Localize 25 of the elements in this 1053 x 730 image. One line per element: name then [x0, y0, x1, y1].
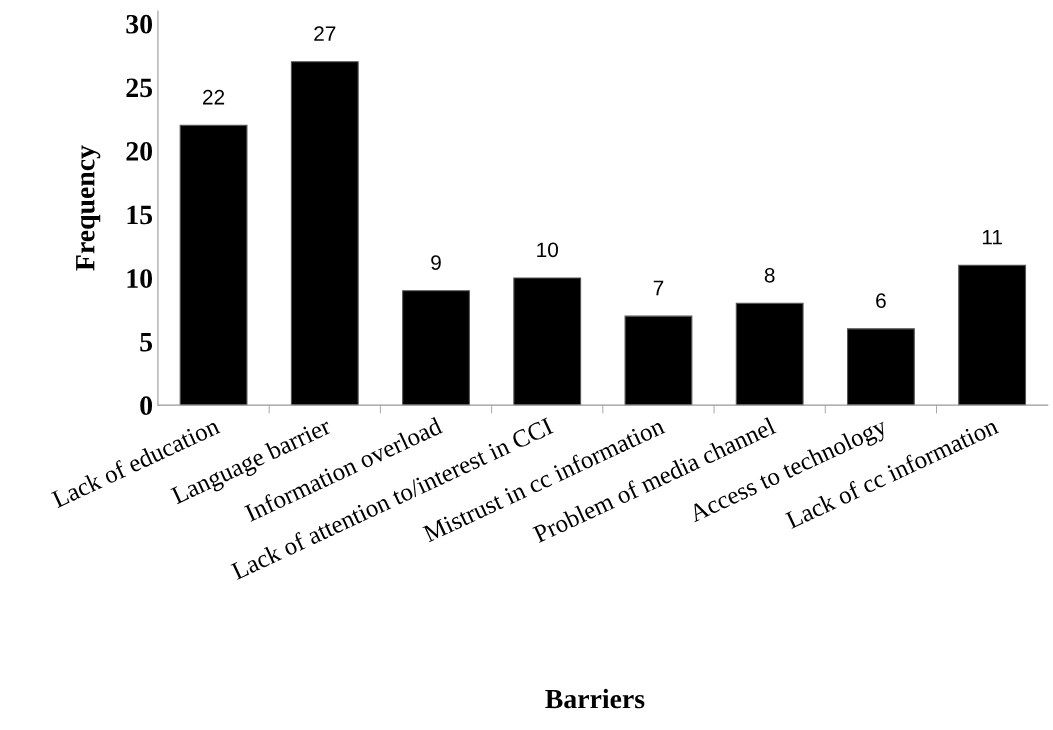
- bar: [958, 264, 1027, 406]
- data-label: 10: [537, 242, 558, 258]
- y-tick-label: 10: [127, 269, 153, 288]
- data-label: 9: [431, 255, 441, 270]
- bar: [624, 315, 693, 406]
- bar: [402, 290, 470, 406]
- data-label: 27: [314, 26, 336, 41]
- y-tick-label: 20: [126, 141, 153, 161]
- bar: [513, 277, 582, 406]
- bar: [179, 124, 248, 406]
- x-axis-title: Barriers: [545, 688, 645, 709]
- data-label: 6: [876, 293, 886, 309]
- data-label: 7: [653, 280, 664, 296]
- data-label: 11: [982, 229, 1002, 245]
- bar: [735, 302, 804, 406]
- y-tick-label: 15: [127, 205, 153, 225]
- y-tick-label: 30: [126, 14, 153, 34]
- data-label: 8: [764, 267, 775, 283]
- data-label: 22: [203, 89, 225, 105]
- bar: [846, 328, 915, 406]
- bar: [290, 61, 359, 406]
- y-tick-label: 0: [140, 396, 153, 416]
- y-tick-label: 25: [126, 78, 153, 98]
- y-tick-label: 5: [140, 333, 153, 352]
- y-axis-title: Frequency: [76, 145, 101, 271]
